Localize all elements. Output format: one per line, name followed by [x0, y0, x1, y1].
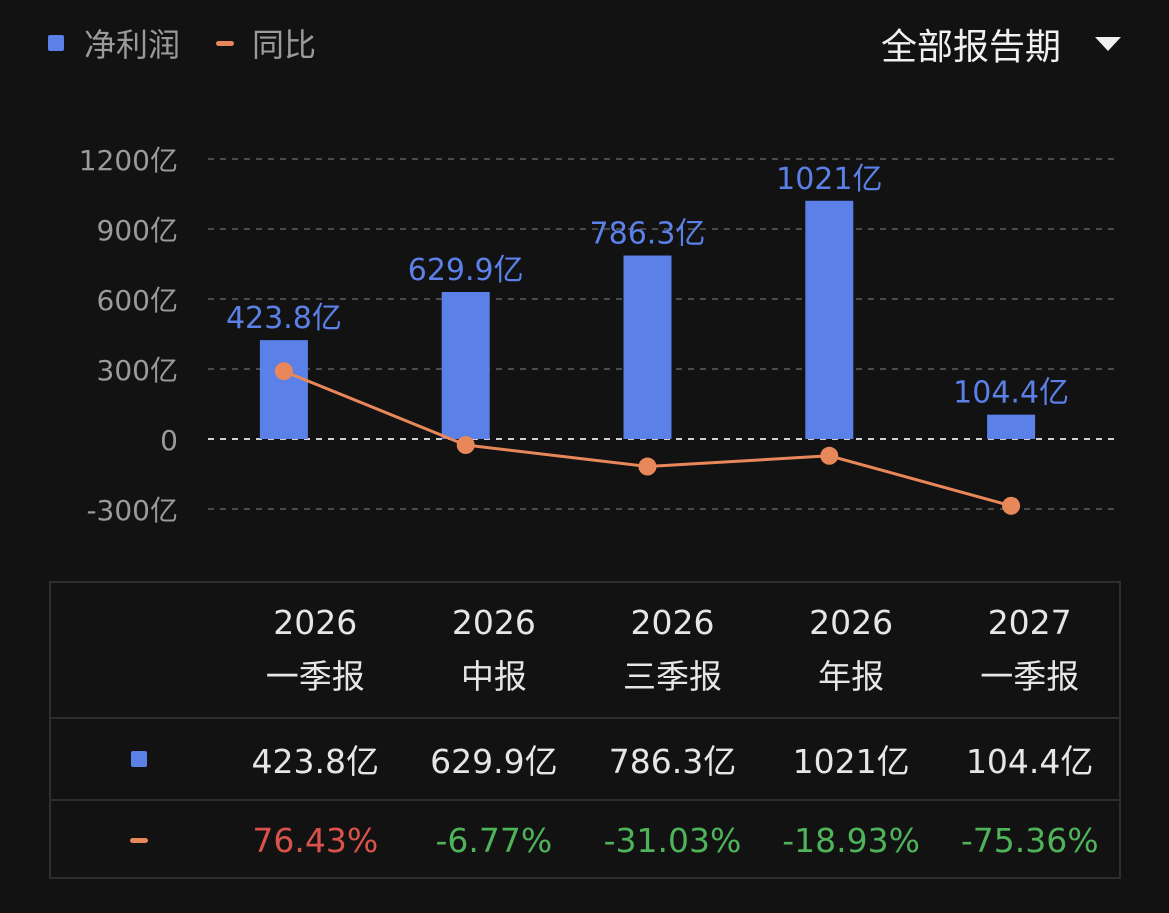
table-header-text: 一季报 — [980, 657, 1080, 696]
table-header-cell: 2027 一季报 — [940, 583, 1119, 717]
chart-legend: 净利润 同比 — [48, 20, 352, 66]
yoy-cell: -75.36% — [960, 820, 1099, 860]
bar-swatch-icon — [130, 751, 147, 767]
period-dropdown[interactable]: 全部报告期 — [881, 18, 1121, 70]
y-tick-label: 1200亿 — [79, 144, 178, 177]
table-header-text: 三季报 — [622, 657, 722, 696]
y-tick-label: 0 — [160, 424, 178, 457]
yoy-cell: -18.93% — [782, 820, 920, 860]
yoy-point — [456, 436, 475, 455]
yoy-cell: 76.43% — [252, 820, 379, 860]
legend-item-net-profit[interactable]: 净利润 — [48, 20, 180, 66]
net-profit-cell: 629.9亿 — [430, 742, 558, 781]
table-header-cell: 2026 年报 — [762, 583, 941, 717]
legend-label-yoy: 同比 — [252, 26, 317, 64]
bar-value-label: 629.9亿 — [408, 253, 524, 288]
table-header-cell: 2026 三季报 — [583, 583, 762, 717]
legend-item-yoy[interactable]: 同比 — [216, 20, 316, 66]
bar — [987, 414, 1036, 439]
table-header-cell: 2026 一季报 — [226, 583, 405, 717]
table-header-text: 2026 — [273, 603, 358, 642]
table-header-text: 2026 — [809, 603, 894, 642]
bar-value-label: 423.8亿 — [226, 301, 342, 336]
triangle-down-icon — [1095, 37, 1121, 51]
yoy-point — [820, 446, 839, 465]
net-profit-cell: 786.3亿 — [608, 742, 737, 781]
bar-value-label: 104.4亿 — [953, 376, 1069, 411]
bar — [805, 200, 854, 439]
net-profit-cell: 423.8亿 — [251, 742, 380, 781]
table-header-text: 中报 — [460, 657, 527, 696]
table-header-text: 一季报 — [265, 657, 365, 696]
legend-label-net-profit: 净利润 — [84, 26, 181, 64]
line-swatch-icon — [216, 40, 235, 46]
bar-value-label: 1021亿 — [776, 162, 882, 197]
row-label-cell — [51, 801, 226, 879]
bar-value-label: 786.3亿 — [590, 217, 706, 252]
y-tick-label: 600亿 — [97, 284, 178, 317]
y-tick-label: 900亿 — [97, 214, 178, 247]
bar — [623, 255, 672, 439]
row-label-cell — [51, 719, 226, 799]
table-header-text: 2026 — [630, 603, 715, 642]
net-profit-cell: 1021亿 — [792, 742, 910, 781]
period-dropdown-label: 全部报告期 — [880, 27, 1061, 68]
table-header-text: 年报 — [818, 657, 885, 696]
table-header-text: 2027 — [987, 603, 1072, 642]
table-header-text: 2026 — [451, 603, 536, 642]
line-swatch-icon — [129, 837, 148, 843]
table-row-net-profit: 423.8亿 629.9亿 786.3亿 1021亿 104.4亿 — [51, 719, 1119, 801]
table-header-cell: 2026 中报 — [405, 583, 584, 717]
y-tick-label: 300亿 — [97, 354, 178, 387]
net-profit-chart: 1200亿 900亿 600亿 300亿 0 -300亿 423.8亿 629.9亿 786.3… — [79, 144, 1117, 527]
yoy-point — [638, 457, 657, 476]
y-tick-label: -300亿 — [86, 494, 178, 527]
table-header-row: 2026 一季报 2026 中报 2026 三季报 2026 年报 2027 一季报 — [51, 583, 1119, 719]
net-profit-cell: 104.4亿 — [965, 742, 1094, 781]
bar-swatch-icon — [48, 35, 64, 51]
yoy-cell: -6.77% — [435, 820, 553, 860]
table-row-yoy: 76.43% -6.77% -31.03% -18.93% -75.36% — [51, 801, 1119, 879]
bar — [259, 340, 308, 439]
yoy-cell: -31.03% — [603, 820, 742, 860]
yoy-point — [1002, 496, 1021, 515]
bar — [441, 292, 490, 439]
data-table: 2026 一季报 2026 中报 2026 三季报 2026 年报 2027 一季报 423.8亿… — [49, 581, 1121, 879]
yoy-point — [274, 362, 293, 381]
